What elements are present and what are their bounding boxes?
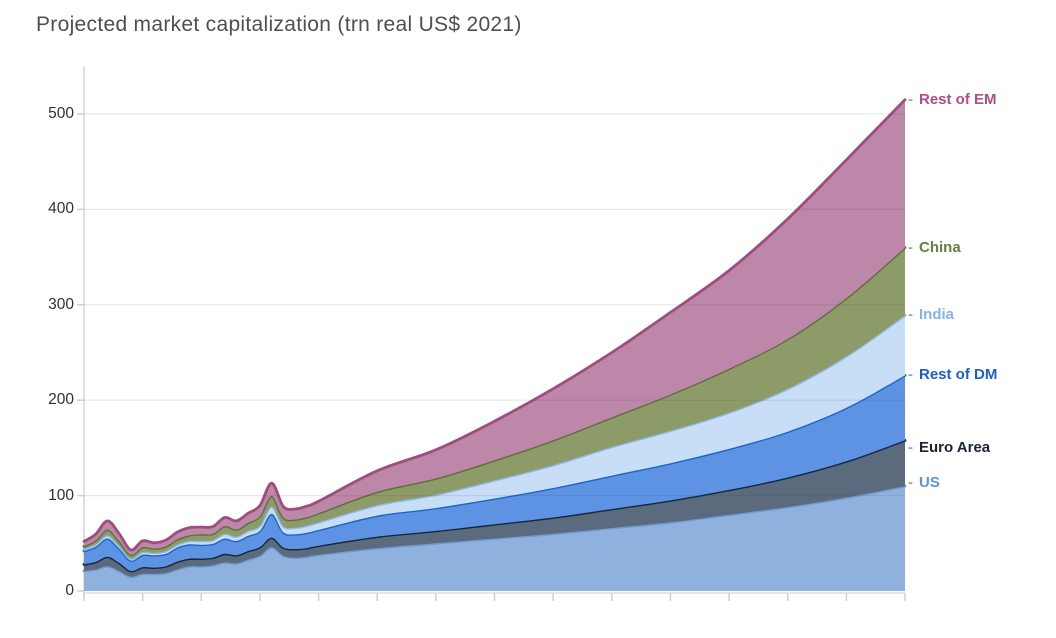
chart-title: Projected market capitalization (trn rea… — [36, 13, 522, 36]
series-label-us: - US — [908, 473, 940, 493]
series-label-india: - India — [908, 305, 954, 325]
series-label-text: Euro Area — [919, 439, 991, 457]
series-label-euro-area: - Euro Area — [908, 438, 990, 458]
y-tick-label-500: 500 — [48, 105, 74, 122]
series-label-dash: - — [908, 439, 913, 457]
y-tick-label-0: 0 — [65, 582, 74, 599]
series-label-text: Rest of DM — [919, 366, 998, 384]
series-label-rest-of-dm: - Rest of DM — [908, 365, 997, 385]
y-tick-label-400: 400 — [48, 200, 74, 218]
area-stroke-rest-of-em — [82, 98, 907, 552]
area-fill-india — [84, 315, 905, 561]
series-label-dash: - — [908, 474, 913, 492]
series-label-rest-of-em: - Rest of EM — [908, 90, 997, 110]
series-label-text: Rest of EM — [919, 90, 997, 108]
y-tick-label-100: 100 — [48, 486, 74, 504]
series-label-text: India — [919, 306, 955, 324]
series-label-dash: - — [908, 366, 913, 384]
area-fill-china — [84, 247, 905, 559]
series-label-china: - China — [908, 238, 961, 258]
series-label-dash: - — [908, 90, 913, 108]
y-tick-label-200: 200 — [48, 391, 74, 409]
series-label-dash: - — [908, 238, 913, 256]
series-label-text: US — [919, 474, 940, 492]
y-tick-label-300: 300 — [48, 295, 74, 313]
area-fill-rest-of-dm — [84, 375, 905, 572]
area-fill-euro-area — [84, 440, 905, 577]
series-label-text: China — [919, 238, 961, 256]
area-fill-rest-of-em — [84, 99, 905, 555]
series-label-dash: - — [908, 306, 913, 324]
